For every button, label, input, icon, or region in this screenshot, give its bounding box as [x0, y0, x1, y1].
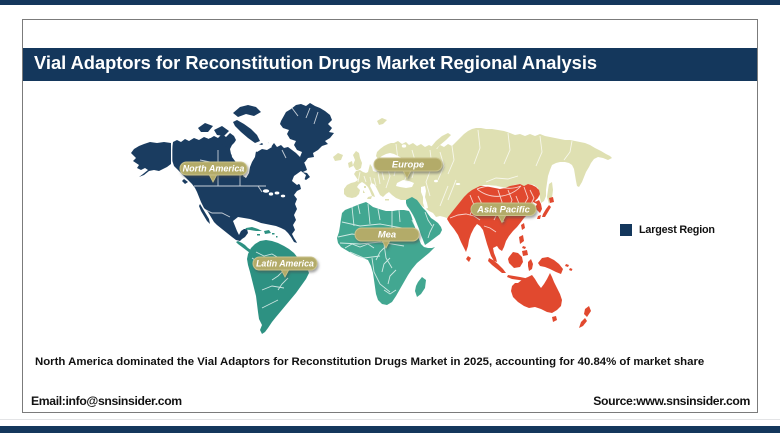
svg-text:Mea: Mea [378, 229, 396, 240]
svg-text:Latin America: Latin America [256, 259, 314, 269]
svg-text:Asia Pacific: Asia Pacific [476, 203, 530, 214]
svg-text:Europe: Europe [392, 159, 424, 170]
svg-text:North America: North America [183, 164, 245, 174]
